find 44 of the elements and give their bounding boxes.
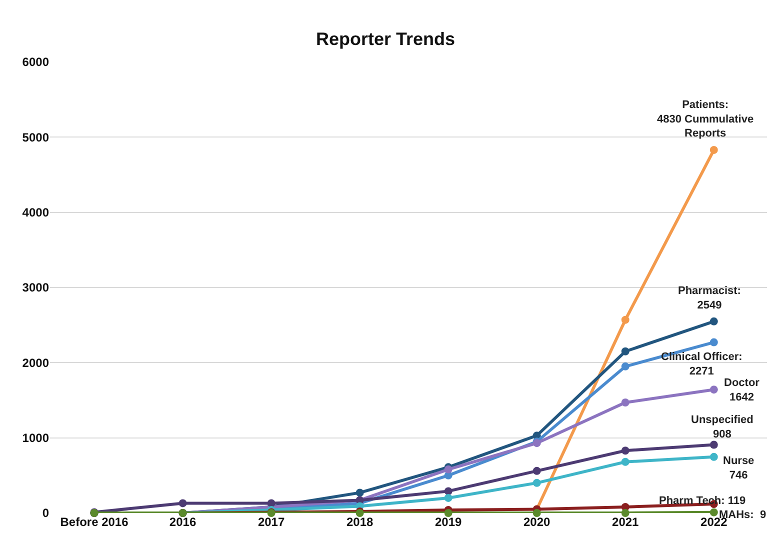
point xyxy=(710,317,718,326)
point xyxy=(444,487,452,496)
annotation: Unspecified 908 xyxy=(691,414,754,440)
annotation: Patients: 4830 Cummulative Reports xyxy=(657,99,754,140)
y-tick-label: 2000 xyxy=(22,356,50,370)
point xyxy=(621,446,630,455)
x-tick-label: 2017 xyxy=(258,515,285,529)
point xyxy=(710,440,718,449)
point xyxy=(444,494,452,502)
y-tick-label: 3000 xyxy=(22,280,50,295)
point xyxy=(710,338,718,346)
point xyxy=(710,146,718,154)
point xyxy=(532,478,541,487)
x-tick-label: 2020 xyxy=(524,515,551,529)
x-tick-label: 2018 xyxy=(346,515,374,529)
y-tick-label: 1000 xyxy=(22,431,50,446)
annotation: Clinical Officer: 2271 xyxy=(661,351,742,378)
point xyxy=(710,386,718,394)
x-tick-label: Before 2016 xyxy=(60,515,129,529)
point xyxy=(267,499,276,508)
point xyxy=(621,362,630,370)
point xyxy=(444,509,452,517)
point xyxy=(621,458,630,466)
point xyxy=(710,508,718,516)
y-tick-label: 6000 xyxy=(22,55,50,70)
annotation: Pharmacist: 2549 xyxy=(678,285,741,312)
point xyxy=(532,509,541,517)
chart-title: Reporter Trends xyxy=(316,28,456,49)
point xyxy=(532,466,541,475)
point xyxy=(621,509,630,517)
point xyxy=(621,316,630,324)
y-tick-label: 4000 xyxy=(22,206,50,220)
point xyxy=(621,347,630,356)
x-tick-label: 2016 xyxy=(169,515,196,529)
annotation: Nurse 746 xyxy=(723,455,754,482)
x-tick-label: 2021 xyxy=(612,515,640,529)
annotation: Doctor 1642 xyxy=(724,377,760,404)
point xyxy=(178,499,187,508)
point xyxy=(710,452,718,461)
point xyxy=(621,398,630,407)
y-tick-label: 5000 xyxy=(22,130,50,144)
y-tick-label: 0 xyxy=(42,506,50,520)
x-tick-label: 2019 xyxy=(434,515,462,529)
point xyxy=(356,488,364,497)
